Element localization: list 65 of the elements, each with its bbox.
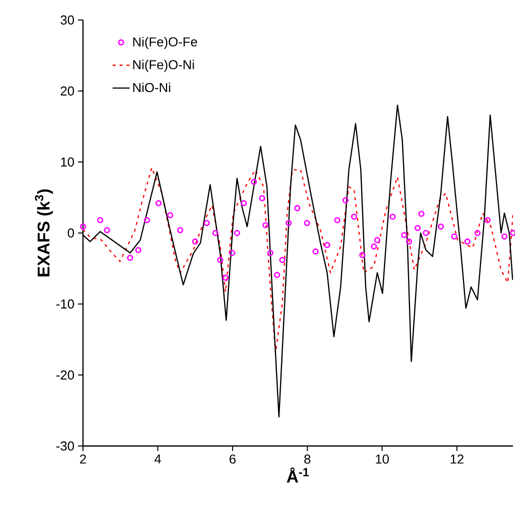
point	[501, 233, 508, 240]
point	[451, 233, 458, 240]
point	[418, 210, 424, 217]
point	[312, 248, 319, 255]
point	[167, 212, 174, 218]
point	[484, 217, 491, 224]
point	[234, 230, 240, 236]
point	[510, 230, 515, 236]
y-tick-label: -20	[56, 370, 74, 380]
point	[240, 200, 247, 206]
point	[374, 237, 380, 244]
y-tick-label: 0	[68, 228, 74, 238]
point	[262, 222, 269, 228]
y-tick-label: 20	[60, 86, 74, 96]
point	[414, 224, 421, 232]
point	[80, 224, 86, 230]
point	[127, 254, 134, 261]
point	[192, 238, 198, 245]
legend-label: Ni(Fe)O-Fe	[133, 36, 198, 50]
x-axis-title: Å$^{-1}$	[286, 468, 309, 482]
point	[135, 246, 142, 254]
x-tick-label: 10	[376, 454, 389, 464]
point	[204, 220, 210, 226]
point	[474, 230, 481, 236]
point	[370, 243, 377, 250]
point	[438, 224, 444, 230]
point	[144, 217, 150, 224]
point	[217, 256, 224, 264]
y-tick-label: -30	[56, 441, 74, 451]
point	[422, 230, 429, 236]
legend-label: Ni(Fe)O-Ni	[133, 60, 194, 72]
point	[286, 220, 292, 226]
point	[177, 227, 184, 234]
y-axis-title: EXAFS (k$^{3}$)	[34, 189, 53, 276]
x-tick-label: 6	[230, 454, 236, 464]
point	[304, 220, 310, 226]
point	[401, 232, 408, 238]
point	[155, 200, 162, 206]
point	[97, 217, 104, 224]
x-tick-label: 12	[450, 454, 464, 464]
point	[267, 250, 274, 256]
point	[222, 274, 229, 281]
point	[464, 238, 470, 245]
point	[390, 214, 396, 220]
point	[259, 195, 266, 202]
y-tick-label: -10	[56, 299, 74, 309]
point	[342, 197, 349, 204]
point	[212, 230, 218, 236]
point	[351, 214, 358, 220]
y-tick-label: 30	[60, 15, 74, 25]
point	[250, 178, 257, 185]
point	[334, 217, 340, 224]
point	[274, 272, 280, 278]
point	[279, 256, 286, 264]
x-tick-label: 2	[80, 454, 86, 464]
x-tick-label: 8	[304, 454, 310, 464]
point	[294, 205, 300, 212]
point	[104, 227, 110, 234]
legend-label: NiO-Ni	[133, 82, 170, 92]
x-tick-label: 4	[154, 454, 162, 464]
point	[324, 242, 330, 248]
point	[359, 252, 366, 258]
point	[406, 238, 412, 245]
y-tick-label: 10	[61, 157, 74, 167]
point	[229, 250, 236, 256]
